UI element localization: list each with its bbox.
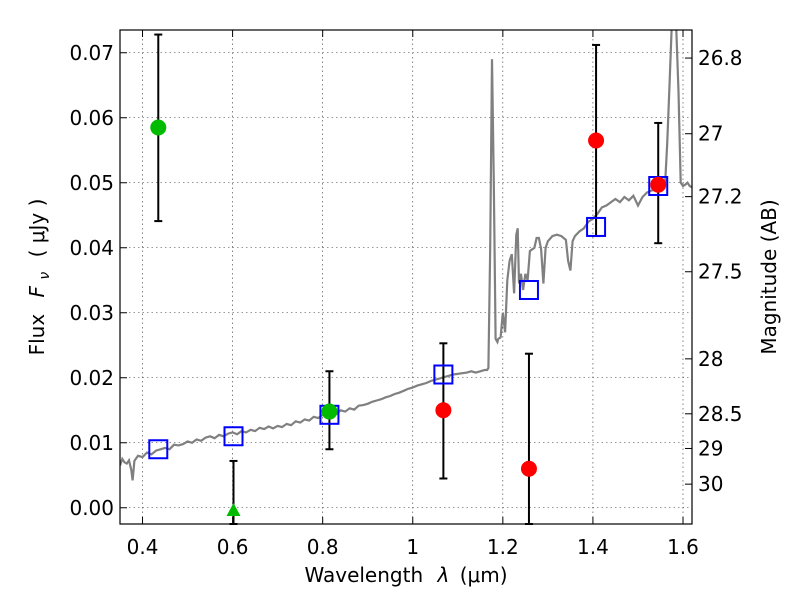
green-triangle-point <box>226 503 241 516</box>
x-tick-label: 0.8 <box>307 535 339 559</box>
red-flux-point <box>650 176 667 193</box>
mag-tick-label: 26.8 <box>698 46 743 70</box>
red-flux-point <box>588 132 605 149</box>
model-spectrum-line <box>120 30 692 481</box>
marker-layer <box>148 119 669 516</box>
errorbar-layer <box>154 33 663 525</box>
y-axis-label-units: ( μJy ) <box>25 199 49 258</box>
y-tick-label: 0.01 <box>69 431 114 455</box>
mag-tick-label: 30 <box>698 472 723 496</box>
x-tick-label: 0.4 <box>127 535 159 559</box>
y-tick-label: 0.06 <box>69 106 114 130</box>
plot-frame <box>119 29 693 525</box>
model-spectrum-layer <box>120 30 692 481</box>
x-tick-label: 1.6 <box>667 535 699 559</box>
y-tick-label: 0.04 <box>69 236 114 260</box>
mag-tick-label: 29 <box>698 436 723 460</box>
model-photometry-square <box>148 439 169 460</box>
y-axis-label-prefix: Flux <box>25 314 49 356</box>
mag-tick-label: 27.5 <box>698 260 743 284</box>
model-photometry-square <box>586 216 607 237</box>
mag-tick-label: 27 <box>698 122 723 146</box>
y-tick-label: 0.02 <box>69 366 114 390</box>
x-tick-label: 1 <box>406 535 419 559</box>
y-axis-label: Flux F ν ( μJy ) <box>25 199 54 356</box>
tick-layer: 0.4 0.6 0.8 1 1.2 1.4 1.6 0.00 0.01 0.02 0.03 0.04 0… <box>69 30 743 559</box>
x-axis-label-lambda: λ <box>437 563 450 587</box>
x-tick-label: 1.4 <box>577 535 609 559</box>
green-flux-point <box>150 119 167 136</box>
x-tick-label: 0.6 <box>217 535 249 559</box>
y-tick-label: 0.00 <box>69 496 114 520</box>
model-photometry-square <box>518 280 539 300</box>
x-axis-label: Wavelength λ (μm) <box>304 563 507 587</box>
mag-tick-label: 28 <box>698 347 723 371</box>
x-axis-label-units: (μm) <box>460 563 508 587</box>
y-axis-label-symbol: F <box>25 285 49 297</box>
grid-layer <box>120 30 692 524</box>
model-photometry-square <box>433 364 454 385</box>
mag-tick-label: 28.5 <box>698 402 743 426</box>
model-photometry-square <box>223 426 244 447</box>
y-tick-label: 0.07 <box>69 41 114 65</box>
y-tick-label: 0.05 <box>69 171 114 195</box>
red-flux-point <box>435 402 452 419</box>
mag-tick-label: 27.2 <box>698 185 743 209</box>
right-axis-label: Magnitude (AB) <box>757 199 781 354</box>
x-axis-label-prefix: Wavelength <box>304 563 423 587</box>
red-flux-point <box>520 460 537 477</box>
y-axis-label-subscript: ν <box>37 272 53 280</box>
green-flux-point <box>321 403 338 420</box>
x-tick-label: 1.2 <box>487 535 519 559</box>
y-tick-label: 0.03 <box>69 301 114 325</box>
